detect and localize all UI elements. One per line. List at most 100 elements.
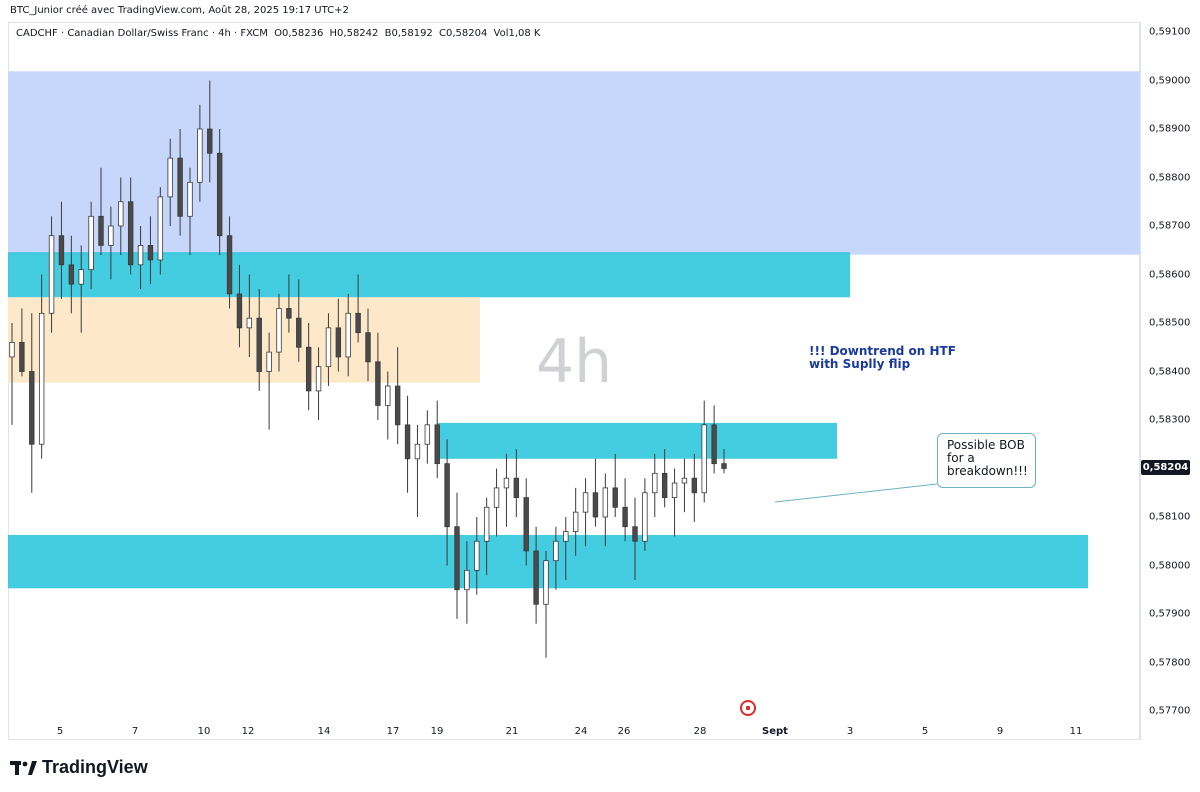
symbol-name[interactable]: CADCHF · Canadian Dollar/Swiss Franc · 4…: [16, 28, 268, 39]
price-axis-separator: [1140, 22, 1141, 740]
candle: [167, 138, 173, 226]
logo-text: TradingView: [42, 757, 148, 777]
candles-layer: [9, 80, 727, 658]
candle: [325, 313, 332, 387]
candle: [236, 264, 243, 348]
time-tick-label: 14: [317, 726, 331, 737]
ohlc-high: H0,58242: [329, 28, 379, 39]
candle: [592, 458, 599, 527]
ohlc-close: C0,58204: [438, 28, 488, 39]
time-tick-label: 17: [386, 726, 400, 737]
candle: [474, 517, 480, 595]
candle: [444, 439, 450, 566]
zone-0[interactable]: [8, 71, 1140, 255]
price-tick-label: 0,57700: [1149, 705, 1191, 717]
candle: [652, 453, 658, 517]
candle: [365, 308, 371, 382]
zone-2[interactable]: [8, 297, 480, 383]
candle: [127, 177, 134, 275]
candle: [19, 308, 25, 377]
price-tick-label: 0,59000: [1149, 75, 1191, 86]
callout-line2: for a: [947, 451, 975, 465]
candle: [424, 410, 431, 464]
candle: [503, 453, 510, 527]
price-tick-label: 0,58700: [1149, 220, 1191, 232]
price-tick-label: 0,57900: [1149, 608, 1191, 620]
bob-callout[interactable]: Possible BOB for a breakdown!!!: [937, 433, 1036, 488]
candle: [137, 226, 144, 290]
candle: [246, 274, 253, 357]
tradingview-logo: TradingView: [10, 757, 148, 778]
candle: [721, 449, 727, 474]
candle: [622, 478, 628, 542]
candle: [296, 279, 302, 362]
time-tick-label: 3: [846, 726, 854, 737]
candle: [493, 468, 500, 537]
tradingview-logo-icon: [10, 760, 37, 775]
candle: [78, 245, 84, 333]
price-tick-label: 0,57800: [1149, 657, 1191, 668]
price-tick-label: 0,58500: [1149, 317, 1191, 329]
symbol-info: CADCHF · Canadian Dollar/Swiss Franc · 4…: [16, 28, 543, 39]
candle: [543, 550, 549, 658]
candle: [345, 293, 351, 377]
zone-3[interactable]: [437, 422, 837, 459]
zone-1[interactable]: [8, 252, 850, 298]
htf-downtrend-note[interactable]: !!! Downtrend on HTF with Suplly flip: [809, 345, 956, 371]
callout-pointer-line: [774, 483, 938, 503]
candle: [582, 478, 589, 547]
candle: [513, 449, 520, 517]
candle: [266, 332, 272, 430]
candle: [612, 453, 618, 517]
candle: [533, 526, 539, 624]
candle: [256, 289, 262, 391]
time-tick-label: 21: [505, 726, 519, 737]
htf-note-line1: !!! Downtrend on HTF: [809, 344, 956, 358]
price-tick-label: 0,58400: [1149, 366, 1191, 377]
candle: [553, 526, 559, 590]
volume-value: Vol1,08 K: [493, 28, 541, 39]
candle: [68, 235, 75, 314]
timeframe-watermark: 4h: [536, 327, 613, 397]
candle: [464, 541, 470, 624]
callout-line1: Possible BOB: [947, 438, 1025, 452]
candle: [38, 274, 45, 459]
candle: [404, 395, 411, 493]
candle: [305, 323, 312, 411]
candle: [661, 449, 668, 508]
price-tick-label: 0,58800: [1149, 172, 1191, 183]
candle: [157, 187, 164, 275]
candle: [48, 216, 55, 333]
canada-flag-event-icon[interactable]: [740, 700, 756, 716]
candle: [563, 517, 569, 581]
candle: [207, 80, 213, 183]
candle: [355, 274, 361, 343]
candle: [454, 492, 460, 619]
price-tick-label: 0,58600: [1149, 269, 1191, 280]
candle: [29, 313, 35, 493]
candle: [335, 298, 342, 372]
time-tick-label: 12: [241, 726, 255, 737]
time-tick-label: 10: [197, 726, 211, 737]
price-tick-label: 0,58300: [1149, 414, 1191, 426]
candle: [187, 167, 193, 256]
price-tick-label: 0,59100: [1149, 26, 1191, 38]
last-price-tag: 0,58204: [1141, 460, 1190, 475]
time-tick-label: 24: [574, 726, 588, 737]
candle: [375, 332, 381, 420]
candle: [602, 473, 609, 547]
candle: [572, 487, 579, 556]
candle: [197, 104, 203, 202]
candle: [315, 347, 322, 420]
candle: [671, 468, 678, 537]
candle: [88, 201, 94, 290]
candle: [226, 216, 233, 309]
candle: [642, 478, 648, 551]
time-tick-label: 28: [693, 726, 707, 737]
candle: [118, 177, 124, 256]
candle: [394, 347, 401, 445]
candle: [434, 400, 440, 479]
time-tick-label: 5: [56, 726, 64, 737]
candle: [632, 497, 638, 581]
